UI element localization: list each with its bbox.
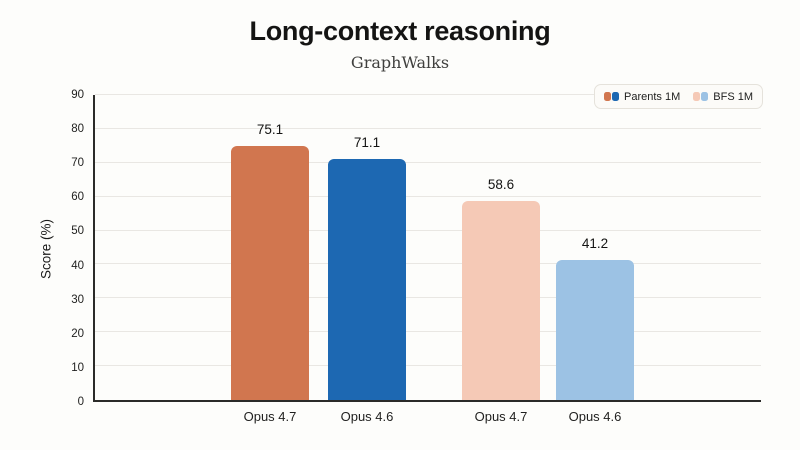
gridline (95, 297, 761, 299)
bar-value-label: 58.6 (487, 177, 515, 193)
y-tick-label: 50 (71, 225, 84, 238)
y-tick-label: 30 (71, 293, 84, 306)
x-category-label: Opus 4.6 (568, 409, 622, 424)
y-tick-label: 40 (71, 259, 84, 272)
legend-swatch-pair (604, 92, 620, 101)
legend-entry-label: Parents 1M (624, 90, 681, 103)
y-tick-label: 70 (71, 157, 84, 170)
x-category-label: Opus 4.7 (474, 409, 528, 424)
y-tick-label: 20 (71, 327, 84, 340)
bar-fill (328, 159, 406, 400)
gridline (95, 161, 761, 163)
bar: 71.1 Opus 4.6 (328, 135, 406, 424)
legend-entry-label: BFS 1M (713, 90, 753, 103)
bar: 75.1 Opus 4.7 (231, 122, 309, 424)
bar-value-label: 41.2 (581, 236, 609, 252)
gridline (95, 365, 761, 367)
bar-value-label: 75.1 (256, 121, 284, 137)
bar-fill (231, 145, 309, 400)
legend-swatch-pair (693, 92, 709, 101)
chart-title: Long-context reasoning (249, 16, 551, 46)
legend-swatch (612, 92, 620, 101)
bar-value-label: 71.1 (353, 135, 381, 151)
gridline (95, 94, 761, 95)
gridline (95, 229, 761, 231)
legend-entry: BFS 1M (693, 91, 753, 103)
y-tick-label: 60 (71, 191, 84, 204)
gridline (95, 195, 761, 197)
gridline (95, 127, 761, 129)
legend-entry: Parents 1M (604, 91, 680, 103)
y-tick-label: 80 (71, 123, 84, 136)
y-axis-ticks: 0 10 20 30 40 50 60 70 80 90 (0, 89, 84, 408)
legend-swatch (693, 92, 701, 101)
chart-subtitle: GraphWalks (350, 53, 450, 72)
x-category-label: Opus 4.6 (340, 409, 394, 424)
x-category-label: Opus 4.7 (243, 409, 297, 424)
bar: 58.6 Opus 4.7 (462, 177, 540, 424)
gridline (95, 331, 761, 333)
y-tick-label: 0 (77, 396, 84, 408)
gridline (95, 263, 761, 265)
legend-swatch (604, 92, 612, 101)
legend: Parents 1M BFS 1M (594, 84, 763, 109)
bar-fill (556, 260, 634, 400)
plot-area: 75.1 Opus 4.7 71.1 Opus 4.6 58.6 Opus 4.7 41.2… (93, 94, 761, 424)
y-tick-label: 10 (71, 361, 84, 374)
y-tick-label: 90 (71, 89, 84, 101)
legend-swatch (701, 92, 709, 101)
bar-fill (462, 201, 540, 400)
bar: 41.2 Opus 4.6 (556, 236, 634, 424)
